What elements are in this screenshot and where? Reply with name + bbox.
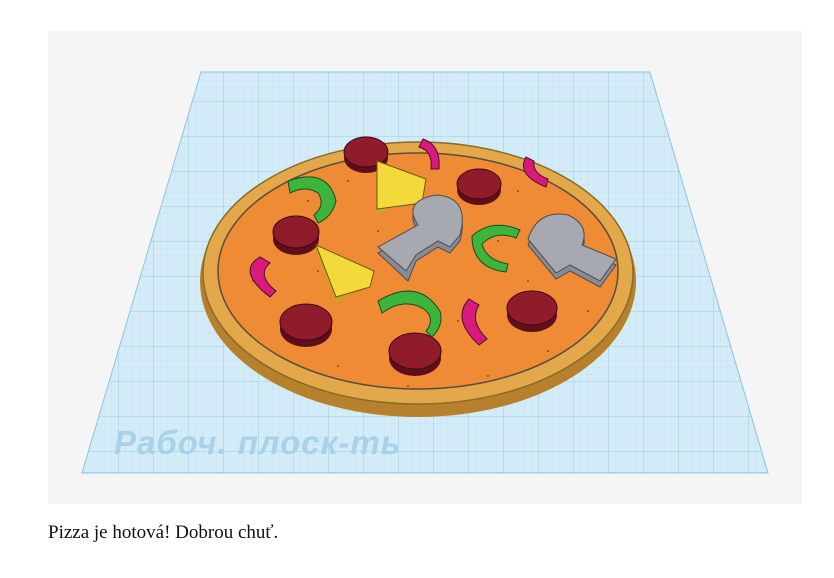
- pepperoni: [456, 168, 502, 205]
- green-pepper-piece: [377, 290, 442, 338]
- pepperoni: [506, 290, 558, 332]
- pepperoni: [272, 215, 320, 255]
- mushroom-piece: [527, 213, 617, 288]
- onion-piece: [418, 138, 440, 170]
- 3d-viewport[interactable]: Рабоч. плоск-ть: [48, 31, 802, 504]
- pizza-model[interactable]: [200, 136, 636, 417]
- caption-text: Pizza je hotová! Dobrou chuť.: [48, 522, 279, 543]
- onion-piece: [523, 156, 549, 188]
- pepperoni: [388, 332, 442, 376]
- pepperoni: [279, 303, 333, 347]
- onion-pieces: [249, 138, 549, 346]
- green-pepper-pieces: [287, 176, 521, 338]
- mushroom-piece: [377, 194, 463, 282]
- scene-canvas: Рабоч. плоск-ть: [81, 71, 769, 474]
- onion-piece: [249, 256, 277, 298]
- cheese-pieces: [315, 160, 427, 304]
- pepperoni-slices: [272, 136, 558, 376]
- mushroom-pieces: [377, 194, 617, 288]
- green-pepper-piece: [287, 176, 337, 224]
- green-pepper-piece: [471, 224, 521, 273]
- cheese-piece: [315, 244, 375, 304]
- workplane-label: Рабоч. плоск-ть: [114, 424, 401, 461]
- onion-piece: [461, 298, 488, 346]
